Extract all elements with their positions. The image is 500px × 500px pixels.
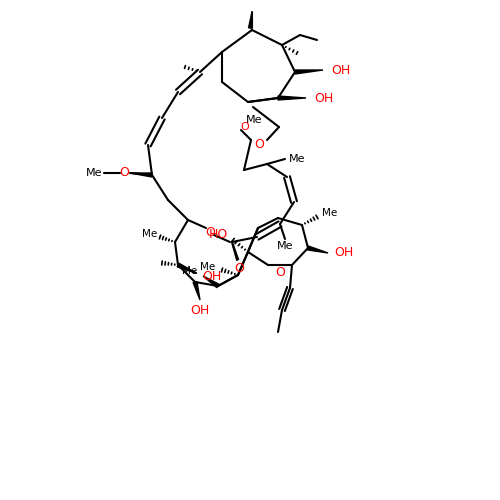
- Text: O: O: [119, 166, 129, 179]
- Text: O: O: [234, 262, 244, 274]
- Text: OH: OH: [190, 304, 210, 316]
- Text: Me: Me: [86, 168, 102, 178]
- Text: O: O: [240, 122, 250, 132]
- Polygon shape: [177, 263, 196, 273]
- Polygon shape: [295, 70, 323, 74]
- Polygon shape: [203, 276, 219, 287]
- Text: O: O: [275, 266, 285, 280]
- Text: Me: Me: [200, 262, 216, 272]
- Text: Me: Me: [246, 115, 262, 125]
- Text: Me: Me: [277, 241, 293, 251]
- Text: Me: Me: [182, 266, 198, 276]
- Text: O: O: [254, 138, 264, 151]
- Polygon shape: [193, 282, 200, 300]
- Text: OH: OH: [202, 270, 222, 283]
- Text: OH: OH: [334, 246, 353, 260]
- Polygon shape: [248, 12, 252, 28]
- Polygon shape: [308, 246, 328, 253]
- Text: HO: HO: [208, 228, 228, 240]
- Text: OH: OH: [314, 92, 334, 104]
- Text: Me: Me: [289, 154, 305, 164]
- Polygon shape: [130, 173, 152, 177]
- Polygon shape: [278, 96, 306, 100]
- Text: O: O: [205, 226, 215, 238]
- Text: OH: OH: [332, 64, 350, 76]
- Text: Me: Me: [142, 229, 158, 239]
- Text: Me: Me: [322, 208, 338, 218]
